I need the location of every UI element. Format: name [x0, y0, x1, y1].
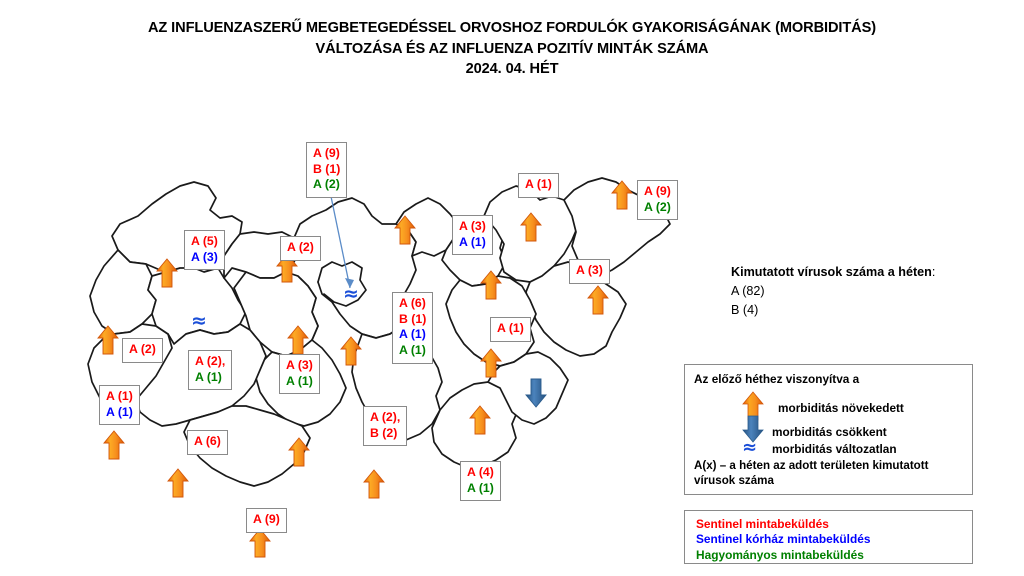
value-line-sentinel: A (9) — [644, 184, 671, 198]
legend-sentinel: Sentinel mintabeküldés — [696, 517, 829, 531]
value-line-sentinel: A (6) — [399, 296, 426, 310]
value-box-budapest-callout: A (9) B (1) A (2) — [306, 142, 348, 199]
value-line-traditional: A (1) — [399, 343, 426, 358]
virus-count-b: B (4) — [731, 302, 759, 317]
value-box-somogy: A (6) — [187, 430, 228, 455]
value-line-sentinel: B (2) — [370, 425, 398, 440]
value-line-sentinel_hospital: A (1) — [459, 234, 486, 249]
value-box-jasz-nagykun-szolnok: A (1) — [490, 317, 531, 342]
value-box-hajdu-bihar: A (3) — [569, 259, 610, 284]
sample-source-legend-box: Sentinel mintabeküldés Sentinel kórház m… — [684, 510, 973, 564]
title-line-2: VÁLTOZÁSA ÉS AZ INFLUENZA POZITÍV MINTÁK… — [315, 40, 709, 57]
value-line-sentinel: B (1) — [313, 161, 341, 176]
approx-equal-blue-icon: ≈ — [191, 310, 207, 332]
value-box-baranya: A (9) — [246, 508, 287, 533]
arrow-up-orange-icon — [156, 258, 178, 293]
title-line-3: 2024. 04. HÉT — [465, 61, 559, 78]
virus-count-a: A (82) — [731, 283, 765, 298]
value-line-traditional: A (2) — [313, 177, 340, 192]
arrow-up-orange-icon — [611, 180, 633, 215]
arrow-up-orange-icon — [363, 469, 385, 504]
arrow-up-orange-icon — [480, 270, 502, 305]
page-title: AZ INFLUENZASZERŰ MEGBETEGEDÉSSEL ORVOSH… — [0, 18, 1024, 80]
approx-equal-blue-icon: ≈ — [343, 283, 359, 305]
arrow-up-orange-icon — [97, 325, 119, 360]
value-line-sentinel: A (1) — [525, 177, 552, 191]
arrow-up-orange-icon — [340, 336, 362, 371]
hungary-county-map: A (9) B (1) A (2) A (5) A (3) A (2) A (1) A (3)… — [60, 120, 700, 576]
value-line-sentinel_hospital: A (3) — [191, 249, 218, 264]
value-line-traditional: A (2) — [644, 199, 671, 214]
legend-traditional: Hagyományos mintabeküldés — [696, 547, 864, 562]
value-box-vas: A (2) — [122, 338, 163, 363]
arrow-up-orange-icon — [103, 430, 125, 465]
title-line-1: AZ INFLUENZASZERŰ MEGBETEGEDÉSSEL ORVOSH… — [147, 20, 877, 36]
arrow-up-orange-icon — [520, 212, 542, 247]
value-box-szabolcs-szatmar-bereg: A (9) A (2) — [637, 180, 678, 221]
value-box-pest: A (1) — [518, 173, 559, 198]
value-line-sentinel: A (9) — [313, 146, 340, 160]
value-line-traditional: A (1) — [195, 369, 222, 384]
value-box-nograd-heves: A (3) A (1) — [452, 215, 493, 256]
arrow-up-orange-icon — [249, 528, 271, 563]
value-box-bacs-kiskun: A (2), B (2) — [363, 406, 408, 447]
value-box-zala: A (1) A (1) — [99, 385, 140, 426]
value-line-traditional: A (1) — [467, 480, 494, 495]
value-line-sentinel: A (2), — [195, 354, 226, 368]
arrow-up-orange-icon — [480, 348, 502, 383]
value-line-sentinel: A (3) — [286, 358, 313, 372]
value-line-sentinel: A (2), — [370, 410, 401, 424]
arrow-up-orange-icon — [587, 285, 609, 320]
value-box-tolna: A (3) A (1) — [279, 354, 320, 395]
virus-count-summary: Kimutatott vírusok száma a héten: A (82)… — [731, 263, 935, 320]
change-legend-box: Az előző héthez viszonyítva a morbiditás… — [684, 364, 973, 495]
value-line-sentinel: A (6) — [194, 434, 221, 448]
value-line-sentinel: A (2) — [287, 240, 314, 254]
value-line-sentinel: A (1) — [106, 389, 133, 403]
legend-footnote: A(x) – a héten az adott területen kimuta… — [694, 459, 929, 487]
legend-sentinel-hospital: Sentinel kórház mintabeküldés — [696, 532, 871, 547]
arrow-up-orange-icon — [394, 215, 416, 250]
value-line-sentinel: A (4) — [467, 465, 494, 479]
value-line-sentinel_hospital: A (1) — [106, 404, 133, 419]
value-line-sentinel: A (2) — [129, 342, 156, 356]
arrow-up-orange-icon — [288, 437, 310, 472]
value-line-sentinel: A (3) — [576, 263, 603, 277]
value-box-komarom-esztergom: A (2) — [280, 236, 321, 261]
value-line-sentinel: B (1) — [399, 311, 427, 326]
value-line-traditional: A (1) — [286, 373, 313, 388]
arrow-up-orange-icon — [167, 468, 189, 503]
legend-row-decrease: morbiditás csökkent — [772, 425, 887, 439]
arrow-down-blue-icon — [742, 415, 764, 448]
value-box-gyor-moson-sopron: A (5) A (3) — [184, 230, 225, 271]
legend-row-increase: morbiditás növekedett — [778, 401, 904, 415]
arrow-up-orange-icon — [469, 405, 491, 440]
value-line-sentinel: A (1) — [497, 321, 524, 335]
budapest-leader-line — [327, 181, 354, 289]
value-box-csongrad: A (4) A (1) — [460, 461, 501, 502]
virus-summary-heading-colon: : — [931, 265, 936, 279]
county-bekes — [487, 351, 569, 425]
arrow-down-blue-icon — [525, 378, 547, 413]
value-box-fejer: A (6) B (1) A (1) A (1) — [392, 292, 434, 364]
value-box-veszprem: A (2), A (1) — [188, 350, 233, 391]
value-line-sentinel_hospital: A (1) — [399, 327, 426, 342]
virus-summary-heading-text: Kimutatott vírusok száma a héten — [731, 265, 932, 279]
value-line-sentinel: A (5) — [191, 234, 218, 248]
value-line-sentinel: A (3) — [459, 219, 486, 233]
arrow-up-orange-icon — [276, 253, 298, 288]
approx-equal-blue-icon: ≈ — [742, 437, 758, 458]
virus-summary-heading: Kimutatott vírusok száma a héten: — [731, 263, 935, 282]
legend-row-unchanged: morbiditás változatlan — [772, 442, 897, 456]
value-line-sentinel: A (9) — [253, 512, 280, 526]
legend-title: Az előző héthez viszonyítva a — [694, 372, 860, 386]
